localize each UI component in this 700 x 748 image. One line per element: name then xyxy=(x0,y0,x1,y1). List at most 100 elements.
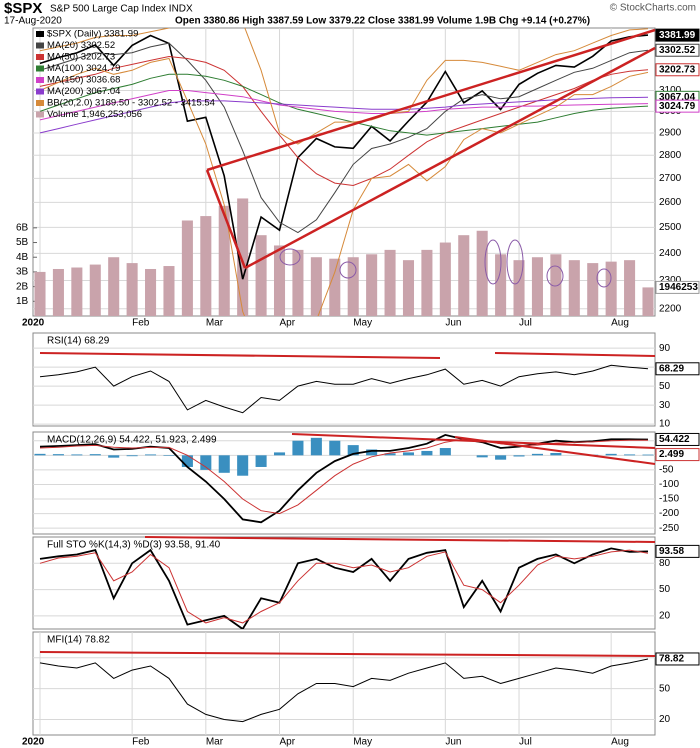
trend-line xyxy=(244,46,656,270)
bar xyxy=(163,455,175,456)
value-tag xyxy=(655,99,700,113)
legend-label: $SPX (Daily) 3381.99 xyxy=(47,29,138,40)
bar xyxy=(181,220,193,316)
trend-line xyxy=(494,352,656,357)
bar xyxy=(347,257,359,316)
y-tick-label: 3100 xyxy=(659,85,682,96)
symbol: $SPX xyxy=(4,0,42,17)
x-tick-label: Apr xyxy=(280,318,296,329)
bar xyxy=(642,287,654,316)
y-tick-label: -250 xyxy=(659,523,679,534)
bar xyxy=(624,260,636,316)
bar xyxy=(366,449,378,456)
bar xyxy=(476,230,488,316)
panel-title: RSI(14) 68.29 xyxy=(47,336,110,347)
y-tick-label: 2400 xyxy=(659,248,682,259)
x-tick-label: May xyxy=(353,737,372,748)
series-line xyxy=(39,55,649,187)
y-tick-label: 2900 xyxy=(659,128,682,139)
y-tick-label: 2200 xyxy=(659,303,682,314)
y-tick-label: 80 xyxy=(659,558,671,569)
value-tag-label: 3302.52 xyxy=(659,45,696,56)
annotations xyxy=(39,28,656,657)
bar xyxy=(421,450,433,456)
bar xyxy=(366,254,378,316)
legend-swatch xyxy=(36,88,44,95)
y-tick-label: -150 xyxy=(659,494,679,505)
series-line xyxy=(39,34,649,280)
x-tick-label: 2020 xyxy=(22,318,45,329)
bar xyxy=(108,257,120,316)
value-tag xyxy=(655,43,700,57)
series-line xyxy=(39,57,649,316)
legend-label: MA(20) 3302.52 xyxy=(47,40,115,51)
circle xyxy=(546,265,564,287)
bar xyxy=(52,268,64,316)
value-tag-label: 3024.79 xyxy=(659,101,696,112)
bar xyxy=(642,454,654,456)
series-line xyxy=(39,73,649,136)
legend-swatch xyxy=(36,31,44,37)
bar xyxy=(550,452,562,456)
bar xyxy=(568,260,580,316)
quote: Open 3380.86 High 3387.59 Low 3379.22 Cl… xyxy=(175,16,590,27)
bar xyxy=(550,254,562,316)
bar xyxy=(513,455,525,457)
panel: 2200230024002500260027002800290030003100… xyxy=(16,27,700,329)
series-line xyxy=(39,42,649,234)
value-tag-label: 68.29 xyxy=(659,363,684,374)
bar xyxy=(347,445,359,456)
y-tick-label: 2800 xyxy=(659,150,682,161)
panel: 8050202020FebMarAprMayJunJulAugMFI(14) 7… xyxy=(22,631,700,748)
x-tick-label: Jun xyxy=(445,737,461,748)
series-line xyxy=(39,549,649,624)
value-tag-label: 3202.73 xyxy=(659,64,696,75)
legend-swatch xyxy=(36,111,44,118)
bar xyxy=(292,249,304,316)
bar xyxy=(458,235,470,316)
value-tag xyxy=(655,28,700,42)
y-tick-label: 50 xyxy=(659,381,671,392)
y-tick-label: 50 xyxy=(659,683,671,694)
legend-label: MA(150) 3036.68 xyxy=(47,75,120,86)
value-tag xyxy=(655,280,700,294)
legend-label: MA(200) 3067.04 xyxy=(47,86,120,97)
bar xyxy=(126,263,138,316)
y-tick-label: 2500 xyxy=(659,222,682,233)
bar xyxy=(255,455,267,467)
bar xyxy=(329,440,341,456)
volume-circles xyxy=(279,239,612,288)
y-tick-label: 2600 xyxy=(659,197,682,208)
y2-tick-label: 2B xyxy=(16,281,29,292)
plot-area xyxy=(39,658,649,723)
bar xyxy=(439,242,451,316)
bar xyxy=(200,455,212,470)
y-tick-label: 20 xyxy=(659,714,671,725)
plot-area xyxy=(34,433,654,524)
trend-line xyxy=(454,436,656,465)
bar xyxy=(476,455,488,458)
legend-label: MA(100) 3024.79 xyxy=(47,63,120,74)
bar xyxy=(145,454,157,456)
value-tag xyxy=(655,652,700,666)
panel-frame xyxy=(32,332,656,427)
plot-area xyxy=(34,28,654,316)
bar xyxy=(181,455,193,467)
value-tag xyxy=(655,432,700,446)
panel-frame xyxy=(32,431,656,535)
x-tick-label: May xyxy=(353,318,372,329)
panel-frame xyxy=(32,631,656,736)
legend-label: MA(50) 3202.73 xyxy=(47,52,115,63)
bar xyxy=(255,235,267,316)
y-tick-label: 90 xyxy=(659,343,671,354)
bar xyxy=(329,258,341,316)
trend-line xyxy=(291,433,656,449)
y2-tick-label: 3B xyxy=(16,267,29,278)
x-tick-label: Jul xyxy=(519,737,532,748)
legend-label: Volume 1,946,253,056 xyxy=(47,109,142,120)
x-tick-label: Jul xyxy=(519,318,532,329)
circle xyxy=(506,239,524,285)
